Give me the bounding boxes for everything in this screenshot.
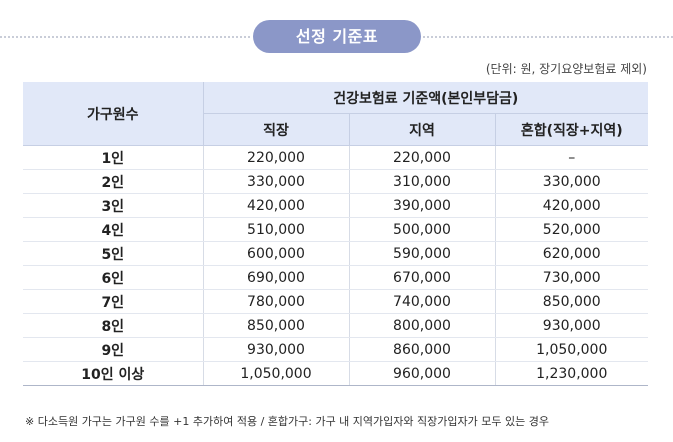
- work-value: 600,000: [203, 241, 350, 266]
- household-size: 7인: [23, 289, 204, 314]
- region-value: 590,000: [349, 241, 496, 266]
- mixed-value: 420,000: [495, 193, 648, 218]
- work-value: 510,000: [203, 217, 350, 242]
- footnote: ※ 다소득원 가구는 가구원 수를 +1 추가하여 적용 / 혼합가구: 가구 …: [25, 415, 549, 428]
- table-row: 1인 220,000 220,000 –: [23, 145, 648, 170]
- household-size: 1인: [23, 145, 204, 170]
- work-value: 780,000: [203, 289, 350, 314]
- header-work: 직장: [203, 113, 349, 146]
- mixed-value: 330,000: [495, 169, 648, 194]
- header-household: 가구원수: [23, 82, 204, 146]
- mixed-value: 930,000: [495, 313, 648, 338]
- table-row: 8인 850,000 800,000 930,000: [23, 313, 648, 338]
- mixed-value: –: [495, 145, 648, 170]
- region-value: 960,000: [349, 361, 496, 386]
- work-value: 850,000: [203, 313, 350, 338]
- table-row: 10인 이상 1,050,000 960,000 1,230,000: [23, 361, 648, 386]
- table-row: 2인 330,000 310,000 330,000: [23, 169, 648, 194]
- work-value: 330,000: [203, 169, 350, 194]
- work-value: 690,000: [203, 265, 350, 290]
- mixed-value: 1,230,000: [495, 361, 648, 386]
- household-size: 2인: [23, 169, 204, 194]
- header-mixed: 혼합(직장+지역): [494, 113, 648, 146]
- title-divider-left: [0, 36, 250, 38]
- criteria-table: 가구원수 건강보험료 기준액(본인부담금) 직장 지역 혼합(직장+지역) 1인…: [23, 82, 648, 386]
- region-value: 860,000: [349, 337, 496, 362]
- page-title: 선정 기준표: [253, 20, 421, 53]
- household-size: 8인: [23, 313, 204, 338]
- household-size: 9인: [23, 337, 204, 362]
- household-size: 10인 이상: [23, 361, 204, 386]
- mixed-value: 620,000: [495, 241, 648, 266]
- household-size: 4인: [23, 217, 204, 242]
- header-region: 지역: [348, 113, 495, 146]
- household-size: 3인: [23, 193, 204, 218]
- region-value: 800,000: [349, 313, 496, 338]
- title-row: 선정 기준표: [0, 20, 673, 54]
- table-row: 3인 420,000 390,000 420,000: [23, 193, 648, 218]
- unit-note: (단위: 원, 장기요양보험료 제외): [485, 62, 647, 76]
- header-group: 건강보험료 기준액(본인부담금): [203, 82, 648, 114]
- household-size: 5인: [23, 241, 204, 266]
- region-value: 670,000: [349, 265, 496, 290]
- table-row: 5인 600,000 590,000 620,000: [23, 241, 648, 266]
- table-row: 9인 930,000 860,000 1,050,000: [23, 337, 648, 362]
- title-divider-right: [423, 36, 673, 38]
- mixed-value: 850,000: [495, 289, 648, 314]
- work-value: 930,000: [203, 337, 350, 362]
- mixed-value: 730,000: [495, 265, 648, 290]
- work-value: 220,000: [203, 145, 350, 170]
- work-value: 420,000: [203, 193, 350, 218]
- table-row: 7인 780,000 740,000 850,000: [23, 289, 648, 314]
- region-value: 220,000: [349, 145, 496, 170]
- region-value: 390,000: [349, 193, 496, 218]
- region-value: 740,000: [349, 289, 496, 314]
- mixed-value: 520,000: [495, 217, 648, 242]
- mixed-value: 1,050,000: [495, 337, 648, 362]
- table-row: 6인 690,000 670,000 730,000: [23, 265, 648, 290]
- household-size: 6인: [23, 265, 204, 290]
- work-value: 1,050,000: [203, 361, 350, 386]
- region-value: 310,000: [349, 169, 496, 194]
- region-value: 500,000: [349, 217, 496, 242]
- table-row: 4인 510,000 500,000 520,000: [23, 217, 648, 242]
